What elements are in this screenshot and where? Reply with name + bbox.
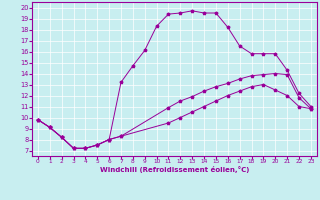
X-axis label: Windchill (Refroidissement éolien,°C): Windchill (Refroidissement éolien,°C)	[100, 166, 249, 173]
